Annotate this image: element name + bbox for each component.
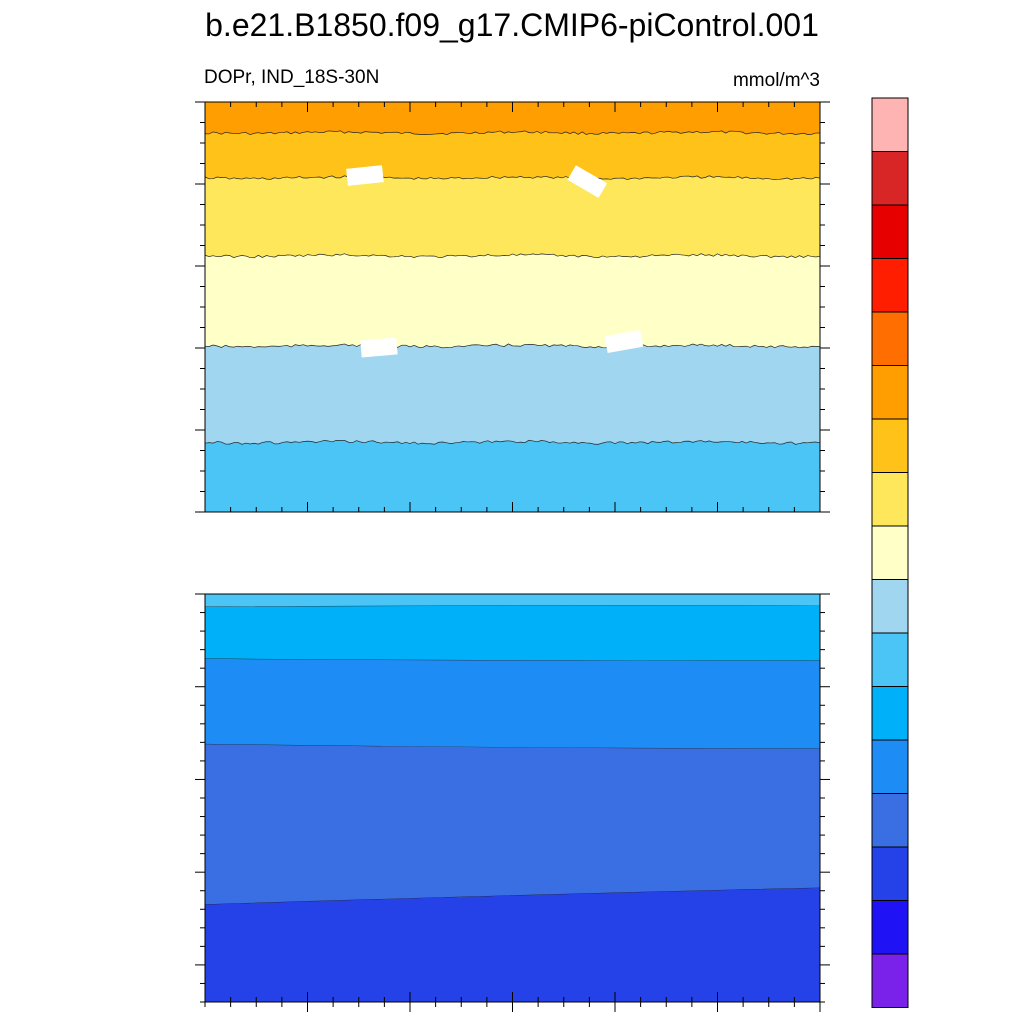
colorbar-swatch xyxy=(871,525,909,580)
colorbar-swatch xyxy=(871,793,909,848)
contour-line xyxy=(204,743,821,750)
colorbar-swatch xyxy=(871,632,909,687)
lower-band xyxy=(205,658,820,749)
colorbar-swatch xyxy=(871,472,909,527)
colorbar-swatch xyxy=(871,97,909,152)
contour-label xyxy=(604,330,644,354)
colorbar xyxy=(871,97,909,1008)
lower-band xyxy=(205,605,820,661)
contour-line xyxy=(204,658,821,662)
colorbar-swatch xyxy=(871,311,909,366)
colorbar-swatch xyxy=(871,579,909,634)
colorbar-swatch xyxy=(871,365,909,420)
contour-line xyxy=(204,175,821,181)
contour-label-box xyxy=(604,330,644,354)
upper-band xyxy=(205,343,820,445)
contour-label xyxy=(567,165,608,198)
contour-label xyxy=(360,337,398,358)
upper-band xyxy=(205,253,820,348)
contour-label-box xyxy=(567,165,608,198)
upper-panel xyxy=(195,101,830,513)
upper-band xyxy=(205,440,820,512)
colorbar-swatch xyxy=(871,418,909,473)
left-subtitle: DOPr, IND_18S-30N xyxy=(204,67,379,88)
colorbar-swatch xyxy=(871,953,909,1008)
units-label: mmol/m^3 xyxy=(733,70,820,91)
upper-band xyxy=(205,102,820,135)
contour-line xyxy=(204,439,821,445)
colorbar-swatch xyxy=(871,204,909,259)
lower-band xyxy=(205,744,820,905)
contour-label-box xyxy=(346,165,384,186)
colorbar-swatch xyxy=(871,900,909,955)
colorbar-swatch xyxy=(871,846,909,901)
contour-label xyxy=(346,165,384,186)
lower-band xyxy=(205,594,820,607)
lower-panel xyxy=(195,593,830,1012)
contour-line xyxy=(204,130,821,136)
contour-line xyxy=(204,343,821,349)
colorbar-swatch xyxy=(871,151,909,206)
colorbar-swatch xyxy=(871,686,909,741)
contour-line xyxy=(204,253,821,259)
lower-band xyxy=(205,887,820,1002)
contour-label-box xyxy=(360,337,398,358)
upper-band xyxy=(205,175,820,258)
upper-band xyxy=(205,130,820,180)
colorbar-swatch xyxy=(871,739,909,794)
figure-title: b.e21.B1850.f09_g17.CMIP6-piControl.001 xyxy=(205,7,819,43)
colorbar-swatch xyxy=(871,258,909,313)
